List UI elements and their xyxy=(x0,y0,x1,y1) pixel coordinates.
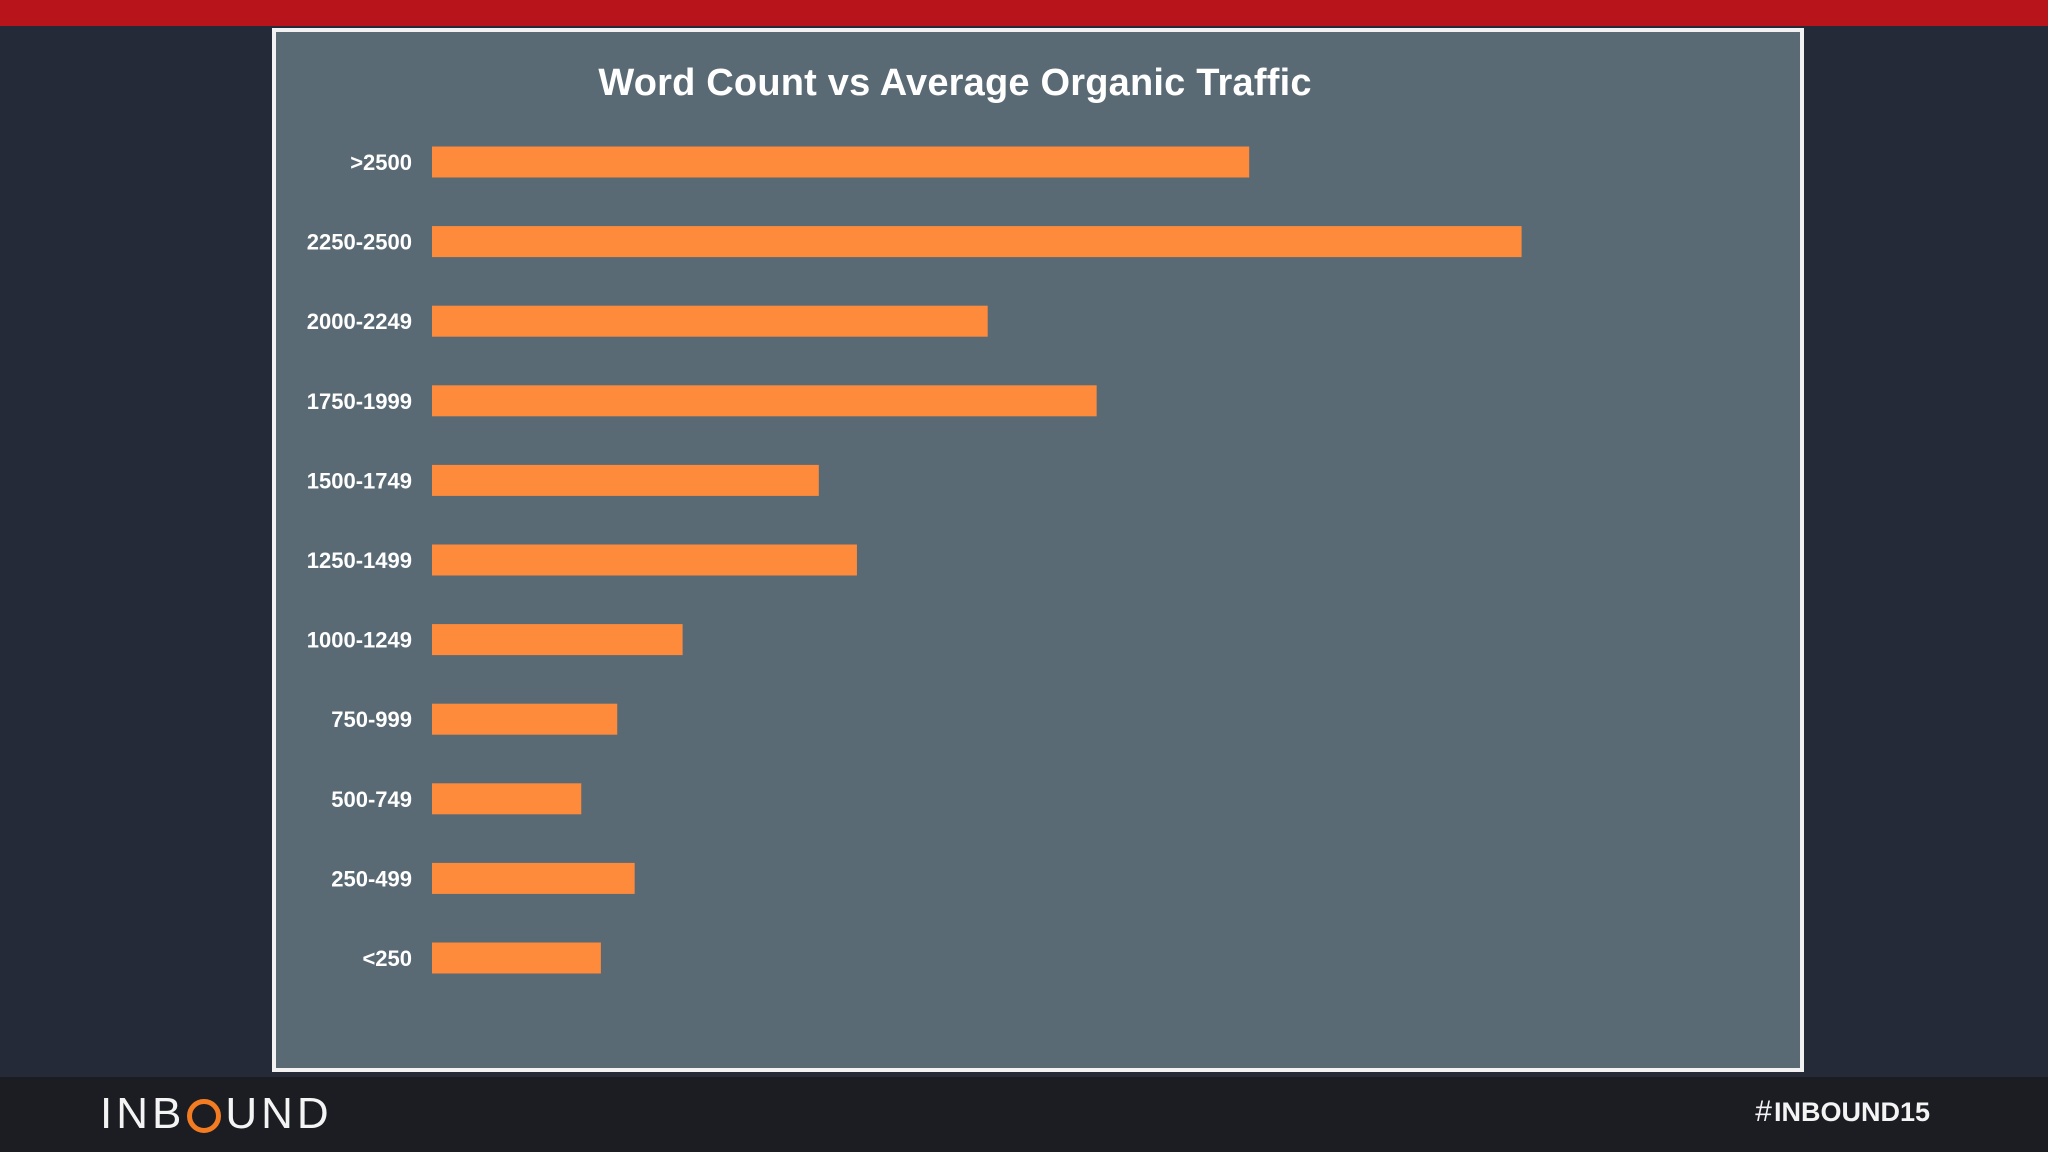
category-label: <250 xyxy=(362,946,412,971)
category-label: 1750-1999 xyxy=(307,389,412,414)
logo-text-start: INB xyxy=(100,1089,186,1138)
logo-ring-icon xyxy=(187,1099,222,1133)
category-label: 2000-2249 xyxy=(307,309,412,334)
bar xyxy=(432,544,857,576)
category-label: 1500-1749 xyxy=(307,468,412,493)
footer: INB UND # INBOUND15 xyxy=(0,1077,2048,1152)
bar xyxy=(432,703,618,735)
bar xyxy=(432,226,1522,258)
category-label: >2500 xyxy=(350,150,412,175)
bar xyxy=(432,862,635,894)
hash-icon: # xyxy=(1755,1095,1772,1128)
hashtag-text: INBOUND15 xyxy=(1773,1096,1930,1127)
bar-chart: >2500 2250-2500 2000-2249 1750-1999 1500-174… xyxy=(307,146,1522,974)
top-accent-bar xyxy=(0,0,2048,26)
bar xyxy=(432,305,988,337)
inbound-logo: INB UND xyxy=(100,1089,333,1138)
chart-panel: Word Count vs Average Organic Traffic >2… xyxy=(272,28,1804,1072)
category-label: 1250-1499 xyxy=(307,548,412,573)
category-label: 250-499 xyxy=(331,866,412,891)
category-label: 750-999 xyxy=(331,707,412,732)
category-label: 2250-2500 xyxy=(307,230,412,255)
chart-title: Word Count vs Average Organic Traffic xyxy=(598,62,1312,104)
category-label: 1000-1249 xyxy=(307,628,412,653)
bar xyxy=(432,146,1250,178)
event-hashtag: # INBOUND15 xyxy=(1755,1095,1930,1129)
category-label: 500-749 xyxy=(331,787,412,812)
bar xyxy=(432,464,819,496)
bar xyxy=(432,783,582,815)
bar xyxy=(432,942,601,974)
bar xyxy=(432,624,683,656)
bar xyxy=(432,385,1097,417)
logo-text-end: UND xyxy=(225,1089,333,1138)
